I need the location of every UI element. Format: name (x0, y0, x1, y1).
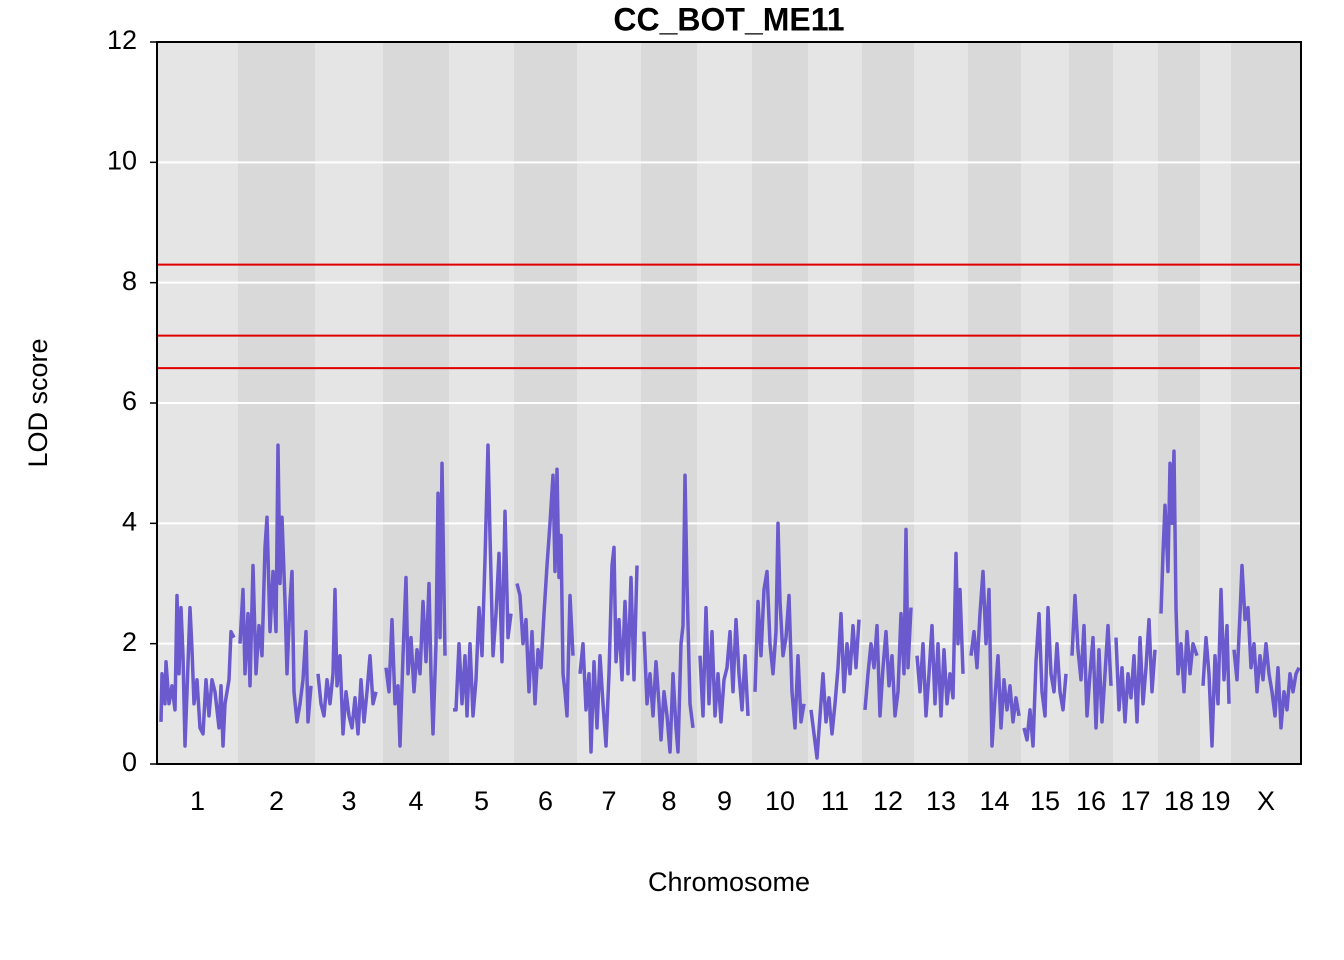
y-tick-label: 0 (122, 747, 137, 777)
x-tick-label: 11 (821, 786, 849, 816)
lod-line (384, 461, 447, 748)
x-tick-label: 8 (661, 786, 676, 816)
lod-line (1070, 593, 1113, 730)
x-tick-label: 7 (601, 786, 616, 816)
x-tick-label: 18 (1164, 786, 1194, 816)
y-axis-label: LOD score (23, 338, 53, 467)
x-tick-label: 15 (1030, 786, 1060, 816)
lod-line (969, 569, 1021, 748)
x-tick-label: 5 (474, 786, 489, 816)
x-tick-label: 14 (979, 786, 1009, 816)
lod-line (159, 593, 236, 748)
lod-line (1114, 617, 1157, 724)
x-tick-label: 17 (1120, 786, 1150, 816)
x-tick-label: 2 (269, 786, 284, 816)
lod-line (316, 587, 378, 736)
x-tick-label: 1 (190, 786, 205, 816)
x-tick-label: 19 (1200, 786, 1230, 816)
y-tick-label: 10 (107, 145, 137, 175)
lod-line (1022, 605, 1068, 748)
x-axis-label: Chromosome (648, 867, 810, 897)
lod-line (642, 473, 695, 754)
lod-line (753, 521, 806, 730)
y-tick-label: 12 (107, 25, 137, 55)
x-tick-label: 6 (538, 786, 553, 816)
lod-line (515, 467, 575, 718)
lod-line (578, 545, 639, 754)
y-tick-label: 8 (122, 266, 137, 296)
lod-line (1232, 563, 1301, 730)
chart-title: CC_BOT_ME11 (613, 1, 844, 37)
lod-line (698, 605, 750, 724)
x-tick-label: 12 (873, 786, 903, 816)
y-tick-label: 6 (122, 386, 137, 416)
x-tick-label: 10 (765, 786, 795, 816)
plot-border (156, 41, 1302, 765)
lod-line (809, 611, 861, 760)
lod-line (453, 443, 513, 718)
lod-line (238, 443, 313, 724)
x-tick-label: 16 (1076, 786, 1106, 816)
y-tick-label: 2 (122, 627, 137, 657)
x-tick-label: 4 (408, 786, 423, 816)
lod-line (1159, 449, 1199, 694)
x-tick-label: X (1257, 786, 1275, 816)
lod-line (1201, 587, 1231, 748)
x-tick-label: 13 (926, 786, 956, 816)
x-tick-label: 3 (341, 786, 356, 816)
lod-line (863, 527, 913, 718)
y-tick-label: 4 (122, 506, 137, 536)
lod-line (915, 551, 965, 718)
x-tick-label: 9 (717, 786, 732, 816)
